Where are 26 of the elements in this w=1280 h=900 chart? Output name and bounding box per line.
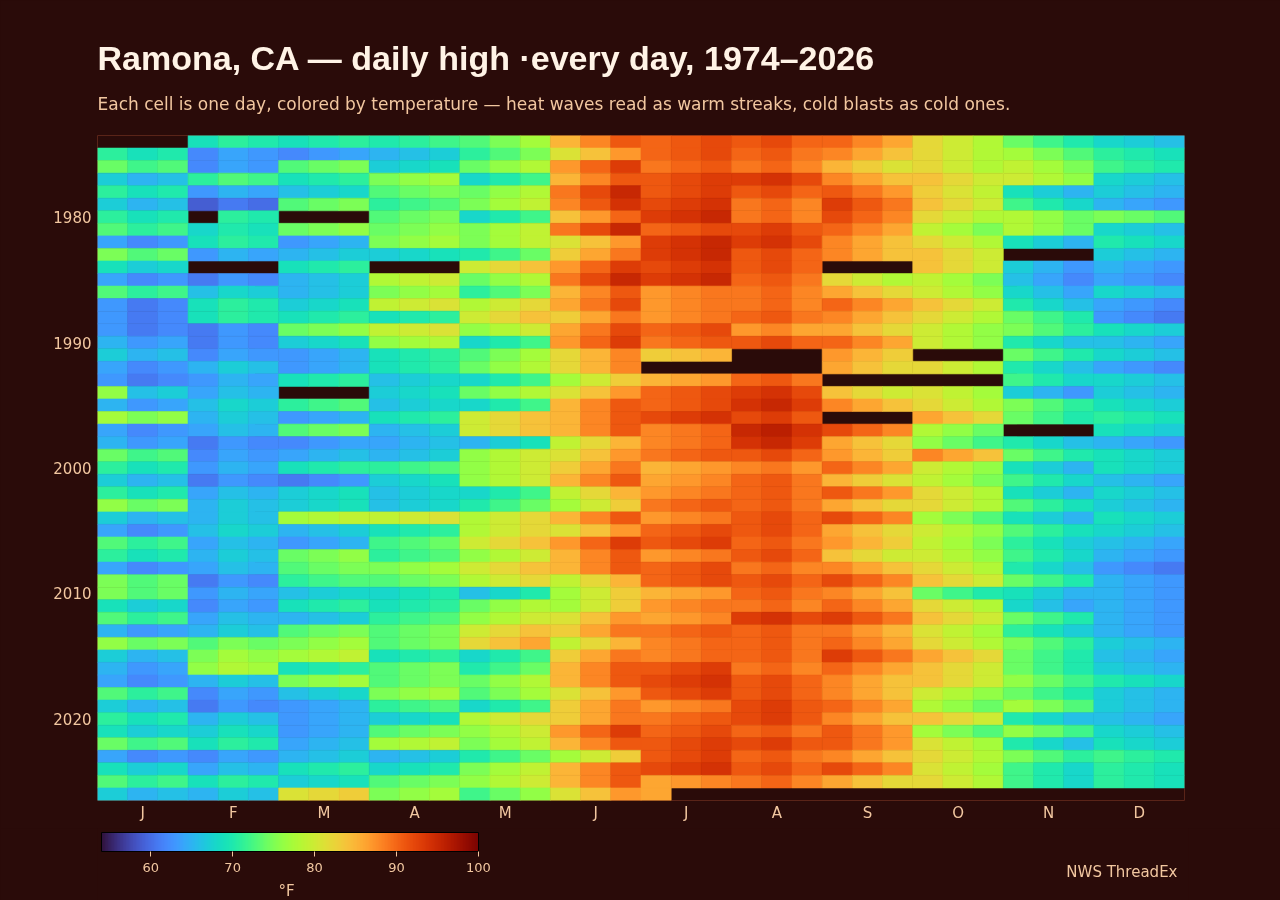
color-bar-label: 90 — [388, 859, 405, 875]
color-bar-title: °F — [278, 881, 295, 900]
x-tick-label: F — [229, 803, 238, 822]
chart-title: Ramona, CA — daily high ·every day, 1974–2026 — [97, 39, 875, 77]
x-tick-label: A — [409, 803, 421, 822]
x-tick-label: O — [952, 803, 964, 822]
color-bar-label: 100 — [466, 859, 491, 875]
x-tick-label: M — [317, 803, 331, 822]
y-tick-label: 2000 — [53, 460, 92, 478]
x-tick-label: J — [683, 803, 689, 822]
chart-subtitle: Each cell is one day, colored by temperature — heat waves read as warm streaks, cold blasts as cold ones. — [97, 93, 1011, 114]
x-tick-label: D — [1133, 803, 1145, 822]
x-tick-label: J — [139, 803, 146, 822]
x-tick-label: M — [498, 803, 512, 822]
color-bar-label: 80 — [306, 859, 323, 875]
y-tick-label: 1990 — [53, 334, 92, 353]
x-tick-label: A — [771, 803, 783, 822]
y-tick-label: 2010 — [53, 585, 92, 604]
x-tick-label: S — [862, 803, 873, 822]
color-bar-label: 70 — [224, 859, 241, 875]
y-tick-label: 1980 — [53, 209, 92, 228]
text: NWS ThreadEx — [1066, 862, 1178, 881]
x-tick-label: J — [592, 803, 598, 822]
x-tick-label: N — [1043, 803, 1055, 822]
color-bar-label: 60 — [142, 859, 159, 875]
y-tick-label: 2020 — [53, 710, 92, 729]
